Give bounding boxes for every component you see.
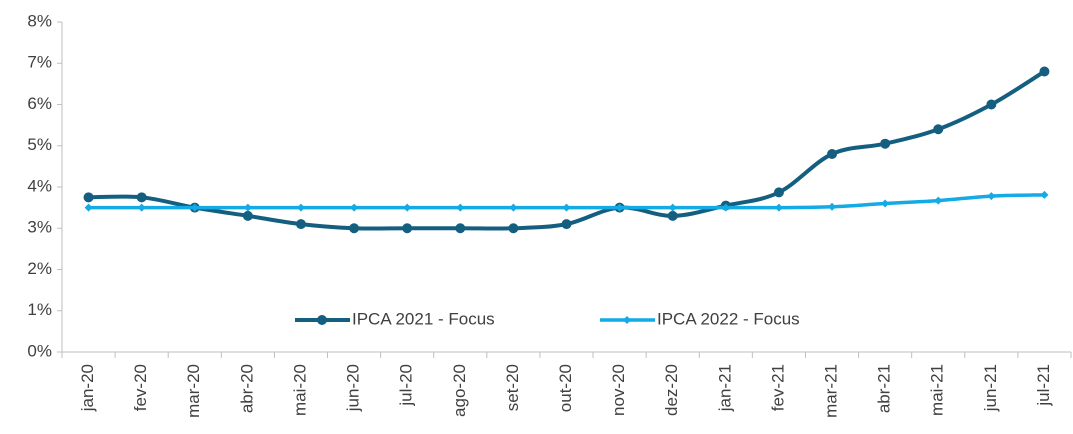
x-tick-label: fev-21 <box>768 364 787 411</box>
x-tick-label: ago-20 <box>450 364 469 417</box>
y-tick-label: 1% <box>27 300 52 319</box>
point <box>295 219 306 230</box>
point <box>1039 66 1050 77</box>
x-tick-label: mai-21 <box>928 364 947 416</box>
y-tick-label: 8% <box>27 11 52 30</box>
point <box>137 203 146 212</box>
point <box>243 203 252 212</box>
y-tick-label: 0% <box>27 341 52 360</box>
point <box>136 192 147 203</box>
point <box>508 223 519 234</box>
point <box>190 203 199 212</box>
x-tick-label: mar-21 <box>822 364 841 418</box>
point <box>773 187 784 198</box>
x-tick-label: mar-20 <box>184 364 203 418</box>
x-tick-label: jun-21 <box>981 364 1000 412</box>
x-tick-label: abr-21 <box>875 364 894 413</box>
point <box>987 192 996 201</box>
y-tick-label: 5% <box>27 135 52 154</box>
point <box>721 203 730 212</box>
point <box>615 203 624 212</box>
y-tick-label: 3% <box>27 218 52 237</box>
point <box>561 219 572 230</box>
point <box>350 203 359 212</box>
y-tick-label: 4% <box>27 176 52 195</box>
x-tick-label: jan-20 <box>78 364 97 412</box>
legend-label: IPCA 2021 - Focus <box>352 309 495 328</box>
x-tick-label: jul-21 <box>1034 364 1053 407</box>
point <box>296 203 305 212</box>
point <box>349 223 360 234</box>
point <box>1040 190 1049 199</box>
point <box>774 203 783 212</box>
legend-marker <box>623 316 631 324</box>
point <box>455 223 466 234</box>
y-tick-label: 6% <box>27 94 52 113</box>
point <box>668 203 677 212</box>
legend-label: IPCA 2022 - Focus <box>657 309 800 328</box>
point <box>828 202 837 211</box>
point <box>881 199 890 208</box>
x-tick-label: mai-20 <box>290 364 309 416</box>
point <box>456 203 465 212</box>
point <box>509 203 518 212</box>
x-tick-label: set-20 <box>503 364 522 411</box>
y-tick-label: 7% <box>27 53 52 72</box>
point <box>242 210 253 221</box>
point <box>562 203 571 212</box>
point <box>83 192 94 203</box>
point <box>403 203 412 212</box>
legend-marker <box>317 315 327 325</box>
x-tick-label: jul-20 <box>397 364 416 407</box>
x-tick-label: abr-20 <box>237 364 256 413</box>
x-tick-label: out-20 <box>556 364 575 412</box>
point <box>934 196 943 205</box>
x-tick-label: jan-21 <box>715 364 734 412</box>
x-tick-label: dez-20 <box>662 364 681 416</box>
y-tick-label: 2% <box>27 259 52 278</box>
x-tick-label: fev-20 <box>131 364 150 411</box>
point <box>986 99 997 110</box>
point <box>667 210 678 221</box>
point <box>402 223 413 234</box>
point <box>84 203 93 212</box>
point <box>880 138 891 149</box>
x-tick-label: nov-20 <box>609 364 628 416</box>
x-tick-label: jun-20 <box>344 364 363 412</box>
point <box>933 124 944 135</box>
point <box>827 149 838 159</box>
